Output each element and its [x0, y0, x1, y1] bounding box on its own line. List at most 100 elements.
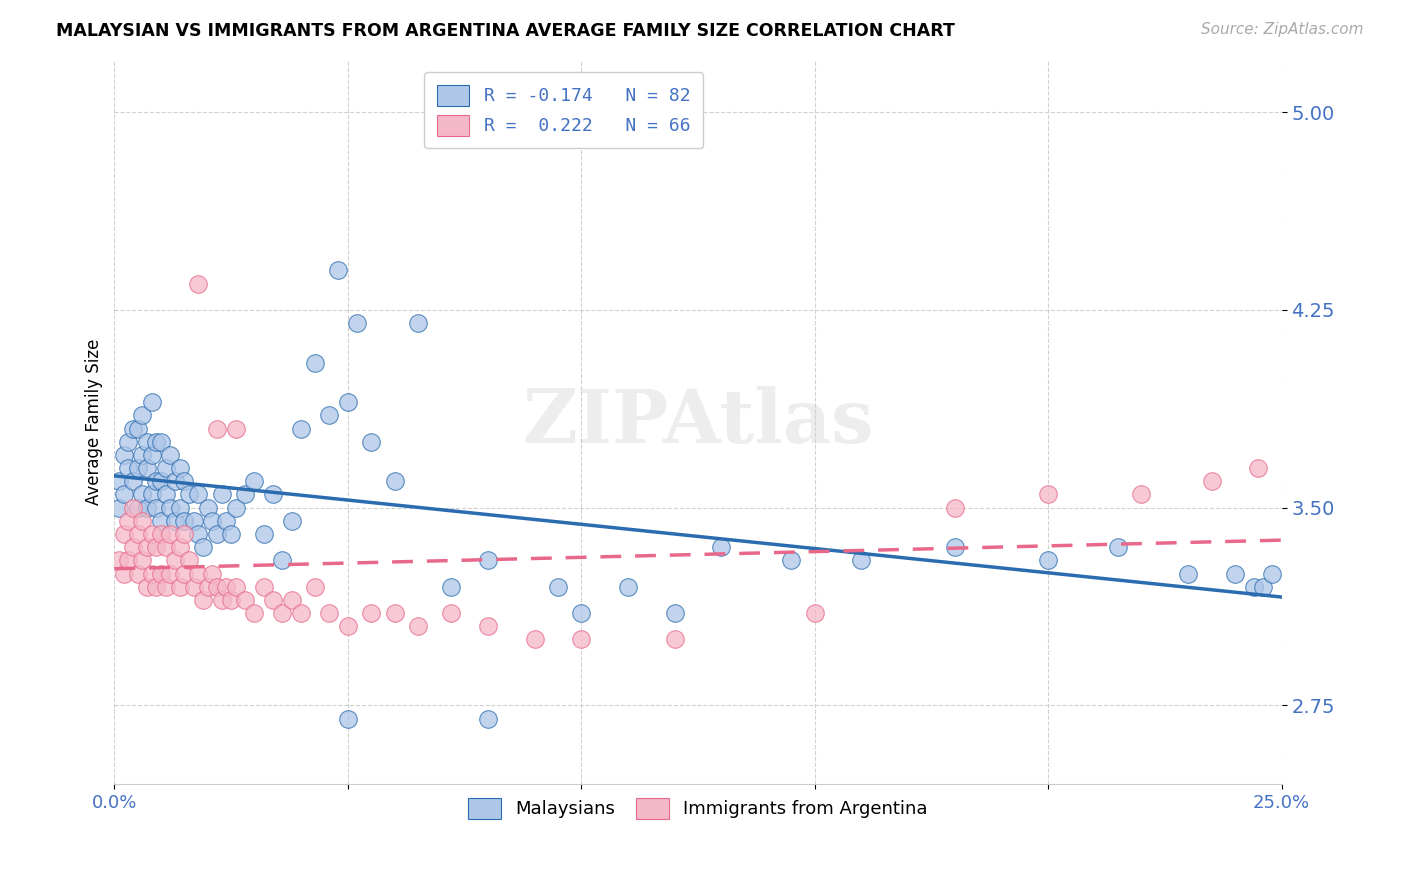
Point — [262, 487, 284, 501]
Point — [1130, 487, 1153, 501]
Point — [117, 434, 139, 449]
Point — [1247, 461, 1270, 475]
Point — [201, 566, 224, 581]
Point — [127, 527, 149, 541]
Point — [145, 540, 167, 554]
Point — [136, 461, 159, 475]
Point — [131, 514, 153, 528]
Point — [215, 514, 238, 528]
Point — [439, 606, 461, 620]
Point — [1261, 566, 1284, 581]
Point — [346, 316, 368, 330]
Point — [169, 580, 191, 594]
Point — [384, 606, 406, 620]
Point — [318, 606, 340, 620]
Point — [219, 593, 242, 607]
Point — [439, 580, 461, 594]
Point — [127, 500, 149, 515]
Point — [173, 475, 195, 489]
Point — [406, 316, 429, 330]
Point — [165, 475, 187, 489]
Text: ZIPAtlas: ZIPAtlas — [522, 385, 873, 458]
Point — [225, 421, 247, 435]
Point — [215, 580, 238, 594]
Point — [262, 593, 284, 607]
Point — [169, 461, 191, 475]
Point — [127, 566, 149, 581]
Point — [477, 553, 499, 567]
Point — [205, 527, 228, 541]
Point — [187, 277, 209, 291]
Point — [191, 593, 214, 607]
Point — [117, 461, 139, 475]
Point — [197, 500, 219, 515]
Point — [1107, 540, 1129, 554]
Point — [141, 448, 163, 462]
Point — [253, 580, 276, 594]
Point — [569, 606, 592, 620]
Point — [150, 475, 173, 489]
Point — [384, 475, 406, 489]
Point — [803, 606, 825, 620]
Text: Source: ZipAtlas.com: Source: ZipAtlas.com — [1201, 22, 1364, 37]
Point — [406, 619, 429, 633]
Point — [360, 434, 382, 449]
Point — [336, 712, 359, 726]
Point — [336, 619, 359, 633]
Point — [165, 514, 187, 528]
Point — [201, 514, 224, 528]
Point — [233, 593, 256, 607]
Point — [1223, 566, 1246, 581]
Point — [187, 527, 209, 541]
Point — [780, 553, 803, 567]
Point — [360, 606, 382, 620]
Point — [179, 553, 201, 567]
Point — [523, 632, 546, 647]
Point — [225, 580, 247, 594]
Point — [290, 606, 312, 620]
Point — [136, 580, 159, 594]
Legend: Malaysians, Immigrants from Argentina: Malaysians, Immigrants from Argentina — [461, 791, 935, 826]
Point — [547, 580, 569, 594]
Point — [131, 448, 153, 462]
Point — [136, 540, 159, 554]
Point — [159, 566, 181, 581]
Point — [1243, 580, 1265, 594]
Point — [943, 500, 966, 515]
Point — [328, 263, 350, 277]
Point — [122, 421, 145, 435]
Point — [108, 475, 131, 489]
Point — [150, 527, 173, 541]
Point — [145, 475, 167, 489]
Point — [710, 540, 733, 554]
Point — [1036, 553, 1059, 567]
Point — [233, 487, 256, 501]
Point — [336, 395, 359, 409]
Point — [304, 580, 326, 594]
Point — [304, 356, 326, 370]
Point — [183, 514, 205, 528]
Point — [155, 487, 177, 501]
Point — [477, 619, 499, 633]
Point — [150, 434, 173, 449]
Point — [145, 500, 167, 515]
Point — [225, 500, 247, 515]
Point — [243, 475, 266, 489]
Point — [112, 448, 135, 462]
Point — [943, 540, 966, 554]
Point — [112, 566, 135, 581]
Point — [211, 593, 233, 607]
Point — [281, 514, 304, 528]
Point — [117, 553, 139, 567]
Point — [159, 527, 181, 541]
Point — [617, 580, 640, 594]
Point — [1177, 566, 1199, 581]
Text: MALAYSIAN VS IMMIGRANTS FROM ARGENTINA AVERAGE FAMILY SIZE CORRELATION CHART: MALAYSIAN VS IMMIGRANTS FROM ARGENTINA A… — [56, 22, 955, 40]
Point — [141, 566, 163, 581]
Point — [159, 500, 181, 515]
Point — [187, 566, 209, 581]
Point — [155, 461, 177, 475]
Point — [108, 500, 131, 515]
Point — [145, 434, 167, 449]
Point — [1201, 475, 1223, 489]
